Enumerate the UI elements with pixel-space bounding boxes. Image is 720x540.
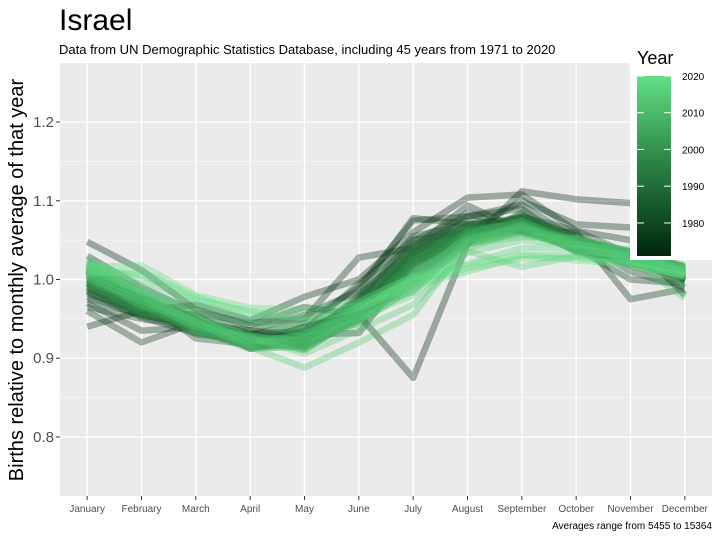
series-line-1993 [85,222,686,342]
series-line-1997 [85,221,686,353]
series-line-2003 [85,227,686,349]
legend-ticks: 1980 1990 2000 2010 2020 [637,72,705,230]
series-line-2010 [85,225,686,349]
series-line-2019 [87,254,686,321]
x-tick-label: May [295,504,314,515]
series-line-1978 [85,209,687,346]
y-tick-label: 1.0 [33,272,54,289]
x-tick-label: January [69,504,105,515]
series-line-2017 [86,244,686,330]
series-line-1992 [85,221,686,348]
x-tick-label: June [348,504,370,515]
x-tick-label: February [121,504,161,515]
series-line-1984 [86,217,686,342]
series-line-1980 [86,217,686,342]
series-line-2002 [85,219,686,354]
series-line-2016 [85,236,687,337]
series-line-2009 [85,230,686,348]
series-line-1979 [86,213,686,338]
legend-tick-label: 1980 [682,219,705,230]
series-line-1999 [85,225,686,348]
series-line-2018 [86,251,686,324]
series-line-2012 [85,227,686,345]
series-line-1985 [85,222,686,348]
series-line-2007 [85,217,686,345]
series-layer [85,188,688,382]
series-line-2015 [85,247,687,357]
series-line-1973 [85,197,686,343]
grid-major [60,63,712,496]
series-line-2005 [85,224,686,349]
legend-tick-label: 1990 [682,182,705,193]
series-line-2014 [85,233,687,371]
series-line-2011 [85,221,686,351]
legend-tick-label: 2000 [682,145,705,156]
series-line-1996 [85,224,686,346]
x-tick-label: October [558,504,594,515]
series-line-1971 [85,188,686,382]
series-line-1977 [86,201,686,338]
series-line-1974 [85,202,686,327]
x-tick-label: August [452,504,483,515]
y-tick-label: 1.2 [33,114,54,131]
legend-tick-label: 2010 [682,109,705,120]
chart-caption: Averages range from 5455 to 15364 [552,521,712,532]
series-line-1989 [85,225,686,350]
series-line-1982 [86,221,686,346]
x-tick-label: September [497,504,547,515]
series-line-1981 [86,213,687,350]
series-line-1983 [85,209,686,348]
series-line-1975 [85,205,686,338]
chart-title: Israel [59,4,132,37]
series-line-1988 [86,219,686,346]
series-line-1976 [85,214,687,346]
x-axis: January February March April May June July Augu… [69,496,709,515]
series-line-1987 [85,222,686,345]
series-line-1991 [86,211,686,345]
x-tick-label: December [662,504,709,515]
legend-tick-label: 2020 [682,72,705,83]
x-tick-label: April [240,504,260,515]
legend-colorbar [637,76,671,256]
chart-subtitle: Data from UN Demographic Statistics Data… [59,42,555,57]
series-line-1995 [85,219,686,345]
y-tick-label: 0.9 [33,350,54,367]
series-line-2013 [85,224,686,346]
x-tick-label: November [607,504,654,515]
legend: Year 1980 1990 2000 2010 2020 [630,44,720,260]
series-line-2001 [85,222,686,351]
y-tick-label: 1.1 [33,193,54,210]
series-line-2004 [85,221,686,343]
series-line-1986 [86,214,686,353]
series-line-2006 [85,229,686,353]
y-axis-title: Births relative to monthly average of th… [6,78,28,481]
series-line-1990 [86,217,686,350]
series-line-1994 [85,214,686,350]
x-tick-label: July [404,504,422,515]
series-line-1998 [85,217,686,353]
series-line-1972 [86,191,688,330]
grid-minor [60,161,712,398]
series-line-2000 [85,216,686,345]
y-axis: 0.8 0.9 1.0 1.1 1.2 [33,114,60,446]
y-tick-label: 0.8 [33,429,54,446]
series-line-2008 [85,222,686,353]
x-tick-label: March [182,504,210,515]
series-line-2020 [87,251,686,313]
legend-title: Year [637,48,673,68]
